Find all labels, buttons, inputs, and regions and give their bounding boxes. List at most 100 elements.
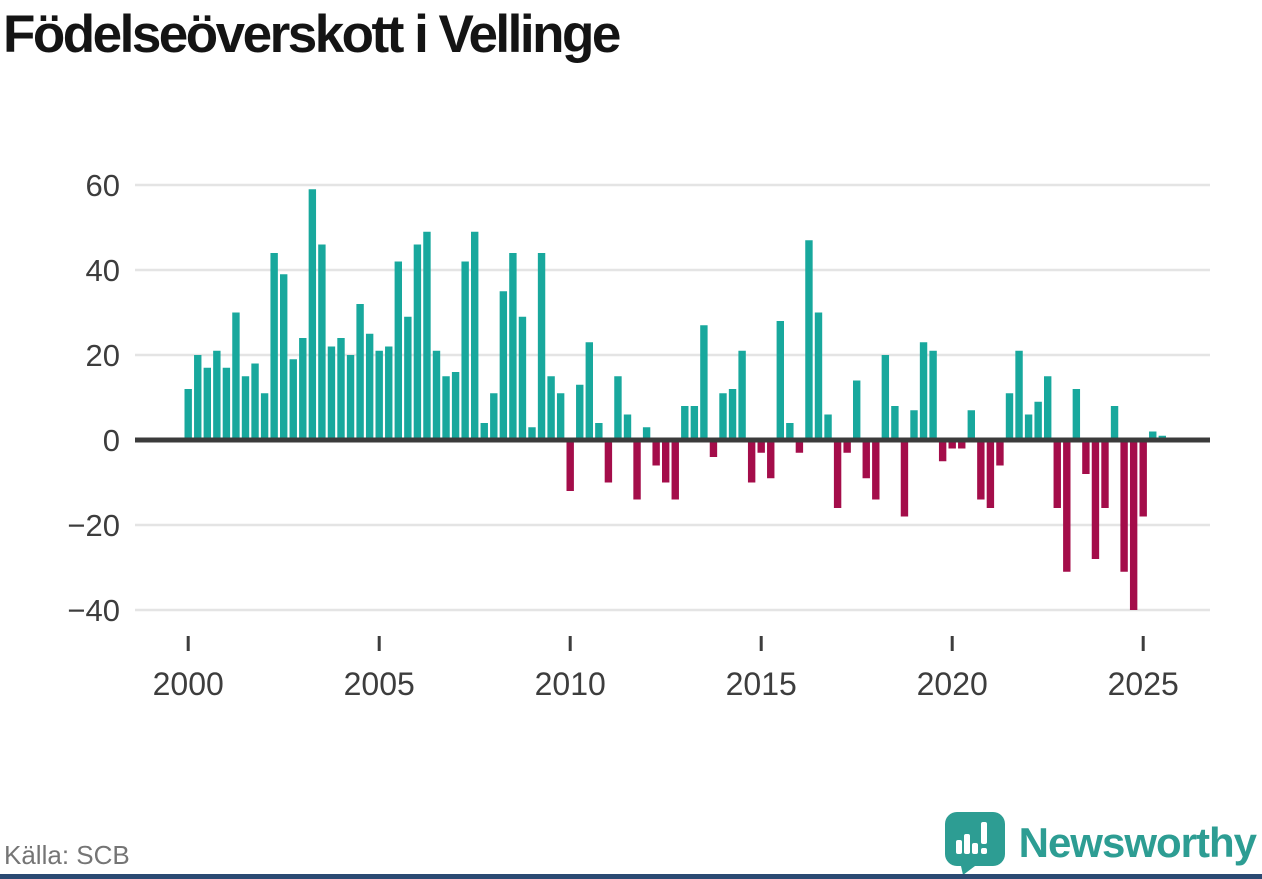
zero-baseline bbox=[135, 437, 1210, 443]
bar bbox=[213, 350, 221, 440]
bar bbox=[1034, 401, 1042, 440]
bar bbox=[1063, 440, 1071, 572]
bar bbox=[776, 321, 784, 440]
bar bbox=[977, 440, 985, 500]
bar bbox=[1101, 440, 1109, 508]
bar bbox=[337, 338, 345, 440]
bar bbox=[471, 231, 479, 440]
bar bbox=[728, 389, 737, 440]
bar bbox=[260, 393, 269, 440]
bar bbox=[1082, 440, 1090, 474]
bar bbox=[633, 440, 641, 500]
y-tick-label: 20 bbox=[86, 338, 120, 373]
bar bbox=[986, 440, 995, 508]
bar bbox=[671, 440, 679, 500]
bar bbox=[690, 406, 699, 440]
bar bbox=[365, 333, 374, 440]
bar bbox=[241, 376, 250, 440]
bar bbox=[375, 350, 383, 440]
bar bbox=[700, 325, 708, 440]
newsworthy-logo-icon bbox=[944, 812, 1005, 875]
bar bbox=[919, 342, 928, 440]
bar bbox=[432, 350, 441, 440]
bar bbox=[642, 427, 651, 440]
y-tick-label: 0 bbox=[103, 423, 120, 458]
bar bbox=[289, 359, 297, 440]
bar bbox=[623, 414, 632, 440]
bar bbox=[232, 312, 240, 440]
bar bbox=[184, 389, 192, 440]
bar bbox=[900, 440, 909, 517]
bar bbox=[1139, 440, 1147, 517]
bar bbox=[1005, 393, 1014, 440]
x-tick-label: 2015 bbox=[726, 666, 797, 702]
y-tick-label: −40 bbox=[67, 593, 120, 628]
bar bbox=[681, 406, 689, 440]
bar bbox=[872, 440, 880, 500]
y-tick-label: 60 bbox=[86, 168, 120, 203]
bar bbox=[423, 231, 431, 440]
bar bbox=[1120, 440, 1128, 572]
bar bbox=[509, 253, 517, 440]
bar bbox=[442, 376, 450, 440]
bar bbox=[929, 350, 937, 440]
bar bbox=[805, 240, 813, 440]
x-tick-label: 2020 bbox=[917, 666, 988, 702]
bar bbox=[566, 440, 574, 491]
bar bbox=[948, 440, 956, 449]
bar bbox=[967, 410, 975, 440]
bar bbox=[662, 440, 670, 483]
bar bbox=[203, 367, 211, 440]
bar bbox=[738, 350, 746, 440]
bar bbox=[1110, 406, 1119, 440]
bar bbox=[308, 189, 317, 440]
bar bbox=[938, 440, 947, 462]
footer-accent-bar bbox=[0, 874, 1262, 879]
bar bbox=[318, 244, 326, 440]
bar bbox=[270, 253, 278, 440]
bar bbox=[346, 355, 355, 440]
bar bbox=[194, 355, 202, 440]
bar bbox=[528, 427, 536, 440]
bar bbox=[1091, 440, 1100, 559]
bar bbox=[910, 410, 918, 440]
newsworthy-brand: Newsworthy bbox=[943, 810, 1257, 876]
bar-chart-exclamation-glyph bbox=[955, 822, 987, 854]
bar bbox=[1044, 376, 1052, 440]
bar bbox=[556, 393, 565, 440]
bar bbox=[814, 312, 823, 440]
bar bbox=[537, 253, 546, 440]
bar bbox=[394, 261, 402, 440]
bar bbox=[996, 440, 1004, 466]
bar bbox=[1072, 389, 1081, 440]
y-tick-label: −20 bbox=[67, 508, 120, 543]
x-tick-label: 2025 bbox=[1108, 666, 1179, 702]
bar bbox=[958, 440, 966, 449]
y-tick-label: 40 bbox=[86, 253, 120, 288]
bar bbox=[1053, 440, 1061, 508]
x-tick-label: 2000 bbox=[153, 666, 224, 702]
bar bbox=[786, 423, 794, 440]
bar bbox=[490, 393, 498, 440]
bar bbox=[604, 440, 613, 483]
bar bbox=[222, 367, 231, 440]
bar bbox=[576, 384, 584, 440]
bar bbox=[499, 291, 508, 440]
bar bbox=[614, 376, 622, 440]
bar bbox=[824, 414, 832, 440]
bar bbox=[1149, 431, 1157, 440]
bar bbox=[833, 440, 842, 508]
bar bbox=[1015, 350, 1023, 440]
newsworthy-wordmark: Newsworthy bbox=[1018, 819, 1257, 866]
bar bbox=[413, 244, 422, 440]
bar bbox=[767, 440, 775, 479]
bar-chart: 60 40 20 0 −20 −40 2000 2005 2010 2015 2020 2025 bbox=[67, 168, 1210, 702]
bar bbox=[327, 346, 336, 440]
bar bbox=[747, 440, 756, 483]
bar bbox=[480, 423, 488, 440]
bar bbox=[451, 372, 460, 440]
bar bbox=[299, 338, 307, 440]
bar bbox=[356, 304, 364, 440]
bar bbox=[518, 316, 527, 440]
